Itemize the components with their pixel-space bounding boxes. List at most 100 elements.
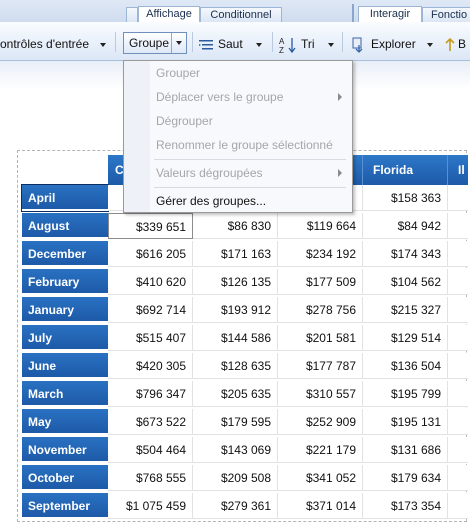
bar-icon xyxy=(445,37,455,51)
row-header[interactable]: February xyxy=(22,269,108,295)
bar-button[interactable]: B xyxy=(444,33,466,55)
table-cell[interactable]: $128 635 xyxy=(193,353,278,379)
bar-label: B xyxy=(458,37,467,51)
table-cell[interactable]: $126 135 xyxy=(193,269,278,295)
table-cell[interactable]: $177 787 xyxy=(278,353,363,379)
tab-conditionnel[interactable]: Conditionnel xyxy=(200,7,282,22)
table-cell[interactable]: $420 305 xyxy=(108,353,193,379)
table-cell[interactable]: $278 756 xyxy=(278,297,363,323)
table-cell[interactable]: $616 205 xyxy=(108,241,193,267)
menu-item-valeurs-degroupees[interactable]: Valeurs dégroupées xyxy=(124,161,352,185)
menu-separator xyxy=(154,159,346,160)
column-header-illinois[interactable]: Il xyxy=(448,155,468,185)
table-cell[interactable]: $86 830 xyxy=(193,213,278,239)
table-cell[interactable]: $1 075 459 xyxy=(108,493,193,519)
table-cell[interactable]: $504 464 xyxy=(108,437,193,463)
row-header[interactable]: May xyxy=(22,409,108,435)
table-cell[interactable]: $129 514 xyxy=(363,325,448,351)
table-cell[interactable]: $768 555 xyxy=(108,465,193,491)
table-cell[interactable]: $515 407 xyxy=(108,325,193,351)
table-cell-partial[interactable] xyxy=(448,297,468,323)
menu-item-label: Déplacer vers le groupe xyxy=(156,90,284,104)
break-label: Saut xyxy=(218,37,243,51)
table-cell-partial[interactable] xyxy=(448,493,468,519)
table-cell[interactable]: $136 504 xyxy=(363,353,448,379)
menu-item-deplacer-vers-groupe[interactable]: Déplacer vers le groupe xyxy=(124,85,352,109)
table-cell[interactable]: $209 508 xyxy=(193,465,278,491)
table-cell-partial[interactable] xyxy=(448,437,468,463)
table-cell[interactable]: $193 912 xyxy=(193,297,278,323)
menu-item-degrouper[interactable]: Dégrouper xyxy=(156,114,213,128)
sort-az-icon: A Z xyxy=(279,37,296,55)
table-cell[interactable]: $119 664 xyxy=(278,213,363,239)
table-cell[interactable]: $171 163 xyxy=(193,241,278,267)
table-cell[interactable]: $195 131 xyxy=(363,409,448,435)
row-header[interactable]: April xyxy=(21,184,109,212)
table-cell[interactable]: $173 354 xyxy=(363,493,448,519)
table-cell[interactable]: $143 069 xyxy=(193,437,278,463)
row-header[interactable]: September xyxy=(22,493,108,519)
table-cell[interactable]: $205 635 xyxy=(193,381,278,407)
table-cell[interactable]: $179 634 xyxy=(363,465,448,491)
table-cell-partial[interactable] xyxy=(448,325,468,351)
table-cell[interactable]: $371 014 xyxy=(278,493,363,519)
toolbar-divider xyxy=(272,32,273,52)
table-cell[interactable]: $158 363 xyxy=(363,185,448,211)
tab-left-fragment xyxy=(126,7,138,22)
row-header[interactable]: July xyxy=(22,325,108,351)
table-cell-partial[interactable] xyxy=(448,465,468,491)
menu-item-grouper[interactable]: Grouper xyxy=(156,66,201,80)
menu-item-gerer-groupes[interactable]: Gérer des groupes... xyxy=(156,194,267,208)
table-cell[interactable]: $279 361 xyxy=(193,493,278,519)
table-cell[interactable]: $144 586 xyxy=(193,325,278,351)
table-cell[interactable]: $201 581 xyxy=(278,325,363,351)
row-header[interactable]: June xyxy=(22,353,108,379)
table-cell[interactable]: $195 799 xyxy=(363,381,448,407)
column-header-florida[interactable]: Florida xyxy=(363,155,448,185)
table-cell-partial[interactable] xyxy=(448,381,468,407)
tab-affichage[interactable]: Affichage xyxy=(138,6,200,23)
chevron-down-icon xyxy=(100,42,107,47)
table-cell[interactable]: $179 595 xyxy=(193,409,278,435)
table-cell[interactable]: $174 343 xyxy=(363,241,448,267)
toolbar-divider xyxy=(115,32,116,52)
table-cell[interactable]: $234 192 xyxy=(278,241,363,267)
explore-button[interactable]: Explorer xyxy=(352,33,434,55)
table-cell[interactable]: $252 909 xyxy=(278,409,363,435)
table-cell[interactable]: $410 620 xyxy=(108,269,193,295)
row-header[interactable]: November xyxy=(22,437,108,463)
table-cell-partial[interactable] xyxy=(448,185,468,211)
tab-fonctions[interactable]: Fonctio xyxy=(422,7,470,22)
row-header[interactable]: January xyxy=(22,297,108,323)
table-cell[interactable]: $310 557 xyxy=(278,381,363,407)
table-cell[interactable]: $692 714 xyxy=(108,297,193,323)
row-header[interactable]: March xyxy=(22,381,108,407)
table-cell-partial[interactable] xyxy=(448,241,468,267)
table-cell[interactable]: $84 942 xyxy=(363,213,448,239)
group-dropdown-menu: Grouper Déplacer vers le groupe Dégroupe… xyxy=(123,60,353,213)
break-button[interactable]: Saut xyxy=(198,33,263,55)
table-cell[interactable]: $131 686 xyxy=(363,437,448,463)
table-cell[interactable]: $215 327 xyxy=(363,297,448,323)
group-dropdown-arrow[interactable] xyxy=(173,33,186,53)
table-cell-partial[interactable] xyxy=(448,269,468,295)
menu-item-renommer-groupe[interactable]: Renommer le groupe sélectionné xyxy=(156,138,333,152)
row-header[interactable]: October xyxy=(22,465,108,491)
table-cell[interactable]: $796 347 xyxy=(108,381,193,407)
input-controls-button[interactable]: ontrôles d'entrée xyxy=(0,33,107,55)
table-cell[interactable]: $339 651 xyxy=(108,213,193,239)
table-cell[interactable]: $221 179 xyxy=(278,437,363,463)
table-cell-partial[interactable] xyxy=(448,409,468,435)
toolbar-divider xyxy=(342,32,343,52)
table-cell[interactable]: $177 509 xyxy=(278,269,363,295)
chevron-right-icon xyxy=(338,169,342,177)
sort-button[interactable]: A Z Tri xyxy=(279,33,334,55)
table-cell-partial[interactable] xyxy=(448,353,468,379)
table-cell-partial[interactable] xyxy=(448,213,468,239)
row-header[interactable]: August xyxy=(22,213,108,239)
row-header[interactable]: December xyxy=(22,241,108,267)
table-cell[interactable]: $104 562 xyxy=(363,269,448,295)
table-cell[interactable]: $673 522 xyxy=(108,409,193,435)
table-cell[interactable]: $341 052 xyxy=(278,465,363,491)
tab-interagir[interactable]: Interagir xyxy=(358,6,422,23)
